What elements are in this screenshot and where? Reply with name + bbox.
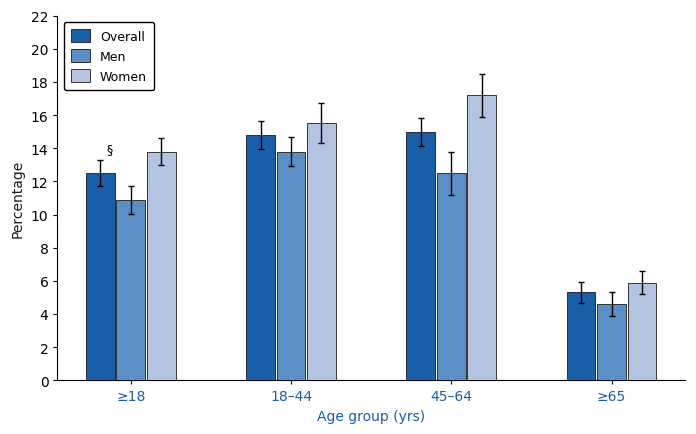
Legend: Overall, Men, Women: Overall, Men, Women	[64, 23, 155, 91]
Bar	[567, 293, 596, 381]
Bar	[246, 136, 275, 381]
Bar	[86, 174, 115, 381]
Bar	[147, 152, 175, 381]
Bar	[597, 304, 626, 381]
Bar	[307, 124, 336, 381]
Bar	[406, 132, 435, 381]
X-axis label: Age group (yrs): Age group (yrs)	[317, 409, 425, 423]
Y-axis label: Percentage: Percentage	[11, 159, 25, 237]
Bar	[467, 96, 496, 381]
Bar	[116, 200, 145, 381]
Bar	[276, 152, 306, 381]
Text: §: §	[106, 142, 113, 155]
Bar	[437, 174, 466, 381]
Bar	[628, 283, 656, 381]
